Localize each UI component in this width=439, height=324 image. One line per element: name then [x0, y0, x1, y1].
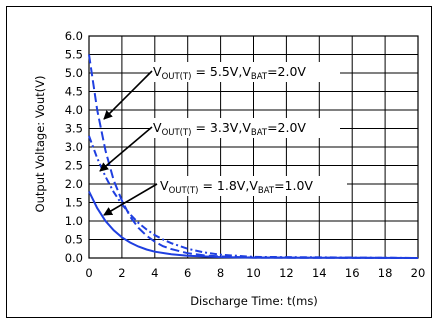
x-tick-label: 16 — [345, 266, 360, 280]
x-tick-label: 0 — [85, 266, 92, 280]
x-tick-label: 20 — [411, 266, 426, 280]
x-tick-label: 2 — [118, 266, 125, 280]
annotation-arrow-3 — [103, 183, 158, 216]
annotation-bg — [150, 62, 340, 82]
y-tick-label: 6.0 — [65, 29, 83, 43]
series-line-2 — [88, 135, 419, 259]
y-tick-label: 1.0 — [65, 214, 83, 228]
annotation-arrow-1 — [103, 70, 153, 120]
annotations: VOUT(T) = 5.5V,VBAT=2.0V VOUT(T) = 3.3V,V… — [99, 62, 347, 216]
series-lines — [88, 54, 419, 259]
x-tick-label: 4 — [151, 266, 158, 280]
annotation-bg — [157, 176, 347, 196]
x-tick-labels: 0 2 4 6 8 10 12 14 16 18 20 — [85, 266, 425, 280]
y-tick-label: 2.5 — [65, 159, 83, 173]
annotation-label-2: VOUT(T) = 3.3V,VBAT=2.0V — [153, 120, 306, 138]
x-tick-label: 18 — [378, 266, 393, 280]
y-tick-label: 3.5 — [65, 122, 83, 136]
y-tick-label: 0.5 — [65, 233, 83, 247]
x-tick-label: 6 — [184, 266, 191, 280]
y-tick-labels: 0.0 0.5 1.0 1.5 2.0 2.5 3.0 3.5 4.0 4.5 5.0 5.5 6.0 — [65, 29, 83, 265]
y-tick-label: 4.0 — [65, 103, 83, 117]
annotation-label-1: VOUT(T) = 5.5V,VBAT=2.0V — [153, 64, 306, 82]
y-axis-label: Output Voltage: Vout(V) — [33, 76, 47, 213]
y-tick-label: 0.0 — [65, 251, 83, 265]
x-tick-label: 10 — [246, 266, 261, 280]
x-axis-label: Discharge Time: t(ms) — [190, 294, 318, 308]
y-tick-label: 1.5 — [65, 196, 83, 210]
y-tick-label: 2.0 — [65, 177, 83, 191]
y-tick-label: 3.0 — [65, 140, 83, 154]
annotation-label-3: VOUT(T) = 1.8V,VBAT=1.0V — [160, 178, 313, 196]
series-line-3 — [88, 190, 419, 259]
x-tick-label: 12 — [279, 266, 294, 280]
annotation-arrow-2 — [99, 126, 153, 172]
y-tick-label: 4.5 — [65, 85, 83, 99]
x-tick-label: 14 — [312, 266, 327, 280]
y-tick-label: 5.5 — [65, 48, 83, 62]
x-tick-label: 8 — [217, 266, 224, 280]
y-tick-label: 5.0 — [65, 66, 83, 80]
annotation-bg — [150, 118, 340, 138]
